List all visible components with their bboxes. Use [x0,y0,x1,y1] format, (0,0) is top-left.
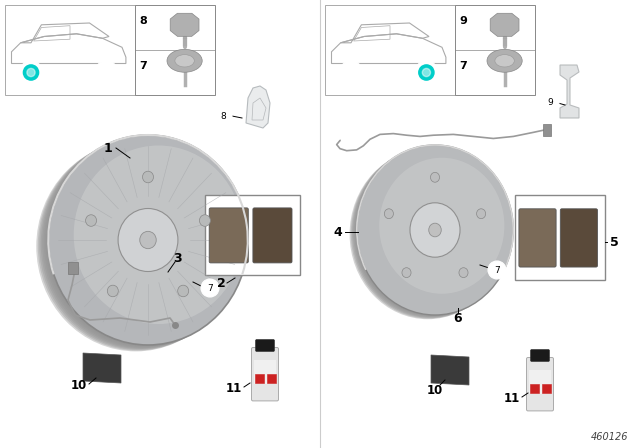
Ellipse shape [495,55,515,67]
Ellipse shape [200,215,211,226]
Text: 11: 11 [504,392,520,405]
Bar [515,195,605,280]
FancyBboxPatch shape [255,340,275,351]
Bar [530,383,539,392]
Polygon shape [431,355,469,385]
Circle shape [24,65,38,80]
Ellipse shape [41,139,240,349]
Ellipse shape [429,223,441,237]
Text: 5: 5 [610,236,618,249]
Ellipse shape [459,268,468,278]
Text: 8: 8 [139,16,147,26]
Text: 6: 6 [454,311,462,324]
Bar [542,383,551,392]
Text: 2: 2 [216,276,225,289]
Ellipse shape [351,148,508,319]
Ellipse shape [487,49,522,72]
Text: 8: 8 [220,112,226,121]
Ellipse shape [355,146,511,316]
Circle shape [415,61,438,84]
Ellipse shape [38,141,237,351]
Circle shape [27,69,35,77]
Text: 9: 9 [547,98,553,107]
Ellipse shape [167,49,202,72]
Polygon shape [170,13,199,36]
Text: 460126: 460126 [591,432,628,442]
Ellipse shape [352,148,508,318]
FancyBboxPatch shape [560,209,598,267]
Ellipse shape [108,285,118,297]
Ellipse shape [42,138,242,348]
Ellipse shape [431,172,440,182]
Text: 7: 7 [494,266,500,275]
Ellipse shape [140,231,156,249]
Bar [529,370,551,394]
Bar [68,262,78,274]
Ellipse shape [380,158,504,294]
Ellipse shape [143,171,154,183]
Bar [325,5,455,95]
Bar [255,374,264,383]
Circle shape [422,69,431,77]
Text: 11: 11 [226,382,242,395]
Bar [455,5,535,95]
Circle shape [541,93,559,111]
FancyBboxPatch shape [519,209,556,267]
Polygon shape [490,13,519,36]
FancyBboxPatch shape [209,208,248,263]
Ellipse shape [175,55,195,67]
Ellipse shape [36,142,236,351]
Bar [135,5,215,95]
Ellipse shape [385,209,394,219]
Bar [543,124,550,135]
Circle shape [201,279,219,297]
Circle shape [341,135,349,143]
Text: 4: 4 [333,225,342,238]
Circle shape [419,65,434,80]
Text: 7: 7 [459,61,467,71]
Text: 7: 7 [207,284,213,293]
Ellipse shape [410,203,460,257]
Ellipse shape [45,137,244,347]
Circle shape [214,107,232,125]
Text: 3: 3 [173,251,182,264]
Ellipse shape [349,149,506,319]
FancyBboxPatch shape [531,349,549,362]
Text: 1: 1 [104,142,113,155]
Ellipse shape [178,285,189,297]
Text: 10: 10 [71,379,87,392]
Polygon shape [246,86,270,128]
Circle shape [95,61,118,84]
Bar [205,195,300,275]
Ellipse shape [353,147,509,317]
Circle shape [488,261,506,279]
Polygon shape [83,353,121,383]
Ellipse shape [356,146,512,316]
FancyBboxPatch shape [253,208,292,263]
Polygon shape [560,65,579,118]
Bar [5,5,135,95]
Bar [254,359,276,384]
Circle shape [339,61,363,84]
FancyBboxPatch shape [527,358,554,411]
Bar [267,374,276,383]
Ellipse shape [357,145,513,315]
Ellipse shape [402,268,411,278]
Ellipse shape [44,138,243,347]
Ellipse shape [48,135,248,345]
Bar [534,352,546,360]
Ellipse shape [39,140,239,350]
Ellipse shape [477,209,486,219]
Text: 10: 10 [427,383,443,396]
Ellipse shape [74,146,243,324]
Ellipse shape [118,208,178,271]
Text: 7: 7 [139,61,147,71]
FancyBboxPatch shape [252,348,278,401]
Bar [259,342,271,350]
Circle shape [19,61,43,84]
Text: 9: 9 [459,16,467,26]
Ellipse shape [86,215,97,226]
